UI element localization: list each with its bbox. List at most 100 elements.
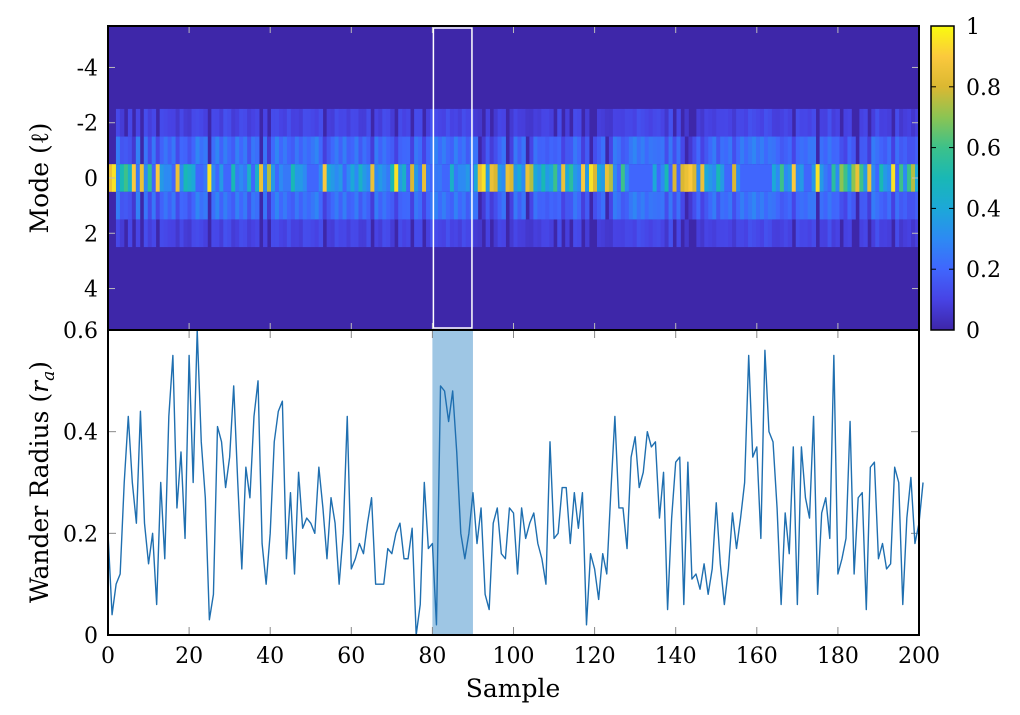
- heatmap-cell: [386, 191, 391, 220]
- heatmap-cell: [867, 191, 872, 220]
- heatmap-cell: [135, 164, 141, 192]
- heatmap-cell: [239, 136, 244, 165]
- heatmap-cell: [767, 191, 773, 220]
- heatmap-cell: [430, 108, 435, 137]
- heatmap-cell: [696, 164, 701, 192]
- heatmap-cell: [608, 136, 614, 165]
- heatmap-cell: [390, 219, 395, 248]
- heatmap-cell: [740, 136, 745, 165]
- heatmap-cell: [386, 164, 391, 192]
- line-x-tick-label: 60: [337, 644, 365, 669]
- heatmap-cell: [839, 136, 844, 165]
- heatmap-cell: [187, 164, 192, 192]
- heatmap-cell: [414, 108, 419, 137]
- heatmap-cell: [752, 136, 757, 165]
- heatmap-cell: [660, 136, 665, 165]
- heatmap-cell: [231, 219, 236, 248]
- heatmap-cell: [115, 136, 121, 165]
- heatmap-cell: [326, 164, 332, 192]
- heatmap-cell: [883, 108, 888, 137]
- heatmap-cell: [596, 219, 602, 248]
- heatmap-cell: [370, 191, 375, 220]
- heatmap-cell: [863, 136, 868, 165]
- heatmap-cell: [859, 136, 864, 165]
- heatmap-cell: [322, 164, 328, 192]
- heatmap-cell: [465, 136, 471, 165]
- heatmap-cell: [449, 136, 455, 165]
- heatmap-cell: [899, 191, 904, 220]
- heatmap-cell: [147, 108, 153, 137]
- heatmap-cell: [628, 164, 634, 192]
- heatmap-cell: [517, 108, 522, 137]
- heatmap-cell: [223, 136, 228, 165]
- heatmap-cell: [839, 164, 844, 192]
- heatmap-cell: [604, 108, 610, 137]
- heatmap-cell: [656, 108, 661, 137]
- heatmap-cell: [620, 219, 626, 248]
- heatmap-cell: [330, 164, 336, 192]
- heatmap-cell: [243, 219, 248, 248]
- heatmap-cell: [593, 136, 598, 165]
- heatmap-cell: [437, 136, 443, 165]
- heatmap-cell: [771, 108, 777, 137]
- heatmap-cell: [255, 191, 260, 220]
- heatmap-cell: [732, 219, 737, 248]
- heatmap-cell: [263, 136, 268, 165]
- heatmap-cell: [430, 219, 435, 248]
- heatmap-cell: [557, 191, 562, 220]
- heatmap-cell: [175, 136, 180, 165]
- heatmap-cell: [366, 191, 371, 220]
- heatmap-cell: [481, 191, 487, 220]
- heatmap-cell: [247, 164, 252, 192]
- heatmap-cell: [728, 219, 733, 248]
- heatmap-cell: [632, 136, 638, 165]
- heatmap-cell: [278, 164, 284, 192]
- heatmap-cell: [183, 164, 188, 192]
- heatmap-cell: [155, 136, 161, 165]
- heatmap-cell: [382, 164, 387, 192]
- heatmap-cell: [640, 136, 646, 165]
- heatmap-cell: [787, 191, 793, 220]
- heatmap-cell: [318, 191, 324, 220]
- heatmap-cell: [247, 108, 252, 137]
- heatmap-cell: [676, 136, 681, 165]
- heatmap-cell: [819, 108, 824, 137]
- heatmap-cell: [819, 219, 824, 248]
- heatmap-cell: [437, 219, 443, 248]
- heatmap-cell: [235, 219, 240, 248]
- heatmap-cell: [704, 191, 709, 220]
- heatmap-cell: [513, 191, 518, 220]
- heatmap-cell: [775, 136, 781, 165]
- heatmap-cell: [382, 108, 387, 137]
- heatmap-cell: [195, 164, 200, 192]
- heatmap-cell: [871, 219, 876, 248]
- heatmap-cell: [402, 191, 407, 220]
- heatmap-cell: [827, 164, 832, 192]
- heatmap-cell: [740, 108, 745, 137]
- heatmap-cell: [895, 164, 900, 192]
- heatmap-cell: [493, 108, 498, 137]
- heatmap-cell: [600, 219, 606, 248]
- heatmap-cell: [227, 136, 232, 165]
- heatmap-cell: [215, 108, 220, 137]
- heatmap-cell: [310, 219, 316, 248]
- heatmap-cell: [314, 164, 320, 192]
- heatmap-cell: [819, 164, 824, 192]
- heatmap-cell: [370, 136, 375, 165]
- heatmap-cell: [239, 191, 244, 220]
- colorbar-tick-label: 0: [966, 319, 980, 344]
- heatmap-cell: [179, 191, 184, 220]
- heatmap-cell: [600, 108, 606, 137]
- heatmap-cell: [616, 219, 622, 248]
- heatmap-cell: [127, 136, 133, 165]
- heatmap-cell: [585, 136, 590, 165]
- heatmap-cell: [887, 136, 892, 165]
- heatmap-cell: [676, 108, 681, 137]
- heatmap-cell: [310, 108, 316, 137]
- heatmap-cell: [656, 191, 661, 220]
- heatmap-cell: [787, 219, 793, 248]
- heatmap-cell: [203, 219, 208, 248]
- heatmap-cell: [255, 108, 260, 137]
- heatmap-cell: [163, 164, 169, 192]
- heatmap-cell: [899, 164, 904, 192]
